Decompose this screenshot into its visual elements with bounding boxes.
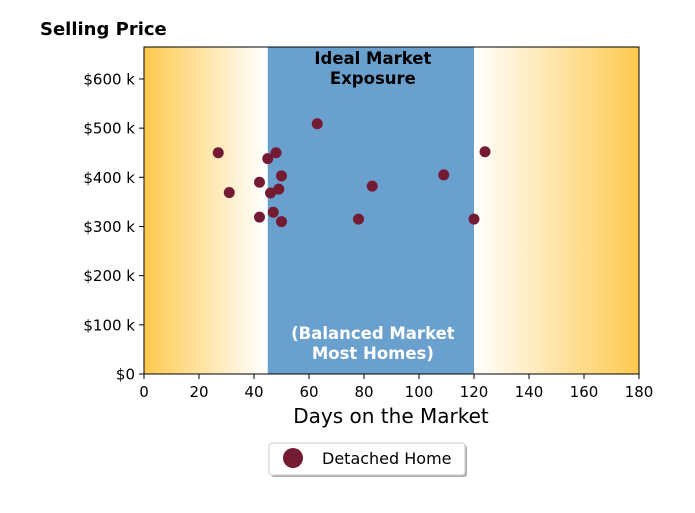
data-point	[311, 118, 323, 130]
ideal-zone-band	[267, 47, 474, 374]
y-tick-label: $500 k	[83, 120, 135, 138]
y-tick-label: $400 k	[83, 169, 135, 187]
data-point	[353, 213, 364, 225]
data-point	[223, 187, 235, 199]
data-point	[366, 180, 378, 192]
data-point	[267, 206, 279, 218]
plot-frame	[143, 46, 640, 375]
right-gradient	[474, 47, 639, 374]
x-tick-label: 80	[354, 383, 373, 401]
data-points	[212, 118, 491, 228]
y-tick-label: $200 k	[83, 267, 135, 285]
legend-box	[268, 442, 466, 476]
zone-label-top-line: Exposure	[330, 69, 416, 88]
axes: 0 20 40 60 80 100 120 140 160 180 $0 $100 k $200 k $3…	[83, 46, 654, 401]
zone-label-top-line: Ideal Market	[314, 49, 431, 68]
zone-label-bottom-line: Most Homes)	[312, 344, 434, 363]
data-point	[254, 211, 265, 223]
data-point	[276, 170, 287, 182]
data-point	[265, 187, 276, 199]
data-point	[270, 147, 282, 159]
y-tick-label: $0	[116, 366, 135, 384]
data-point	[276, 216, 287, 228]
chart-title: Selling Price	[40, 19, 167, 40]
data-point	[468, 213, 480, 225]
x-tick-label: 60	[299, 383, 318, 401]
x-tick-label: 100	[405, 383, 434, 401]
data-point	[212, 147, 224, 159]
left-gradient	[144, 47, 265, 374]
x-tick-label: 40	[244, 383, 263, 401]
y-tick-label: $600 k	[83, 70, 135, 88]
data-point	[273, 183, 285, 195]
y-tick-label: $100 k	[83, 316, 135, 334]
x-tick-label: 20	[189, 383, 208, 401]
legend-marker	[283, 448, 303, 468]
legend: Detached Home	[268, 442, 467, 477]
zone-label-bottom-line: (Balanced Market	[291, 324, 455, 343]
data-point	[479, 146, 491, 158]
x-tick-label: 160	[570, 383, 599, 401]
data-point	[262, 153, 274, 165]
x-tick-label: 0	[139, 383, 149, 401]
x-tick-label: 140	[515, 383, 544, 401]
y-tick-label: $300 k	[83, 218, 135, 236]
x-tick-label: 180	[625, 383, 654, 401]
data-point	[438, 169, 450, 181]
data-point	[254, 176, 265, 188]
legend-label: Detached Home	[322, 449, 452, 468]
x-axis-label: Days on the Market	[293, 404, 489, 428]
x-tick-label: 120	[460, 383, 489, 401]
